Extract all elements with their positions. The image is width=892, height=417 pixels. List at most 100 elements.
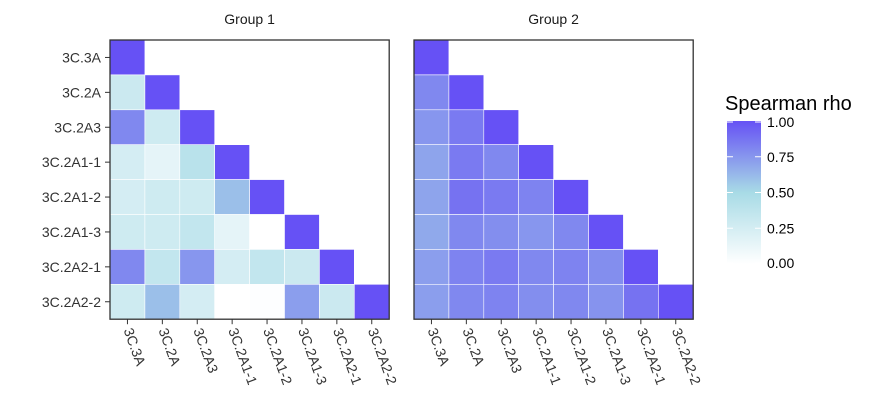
- heatmap-cell: [588, 249, 624, 285]
- heatmap-cell: [553, 214, 589, 250]
- heatmap-cell: [448, 249, 485, 285]
- heatmap-cell: [413, 109, 450, 146]
- y-tick-label: 3C.2A1-3: [42, 224, 101, 240]
- heatmap-cell: [588, 283, 624, 320]
- heatmap-cell: [483, 179, 519, 215]
- heatmap-cell: [413, 74, 450, 111]
- x-tick-label: 3C.2A1-1: [225, 326, 260, 387]
- x-tick-label: 3C.2A1-2: [564, 326, 599, 387]
- heatmap-cell: [413, 214, 450, 250]
- heatmap-cell: [284, 214, 320, 250]
- heatmap-cell: [109, 109, 146, 146]
- y-tick-label: 3C.2A2-2: [42, 294, 101, 310]
- heatmap-cell: [214, 144, 250, 180]
- heatmap-cell: [623, 249, 659, 285]
- heatmap-cell: [448, 74, 485, 111]
- heatmap-cell: [413, 249, 450, 285]
- x-tick-label: 3C.2A1-3: [599, 326, 634, 387]
- heatmap-cell: [144, 283, 181, 320]
- heatmap-cell: [413, 144, 450, 180]
- heatmap-cell: [448, 109, 485, 146]
- heatmap-cell: [109, 214, 146, 250]
- panel-2: Group 23C.3A 3C.2A 3C.2A3 3C.2A1-1 3C.2A1-2 3…: [413, 11, 704, 387]
- legend-label: 1.00: [767, 114, 794, 130]
- heatmap-cell: [214, 214, 250, 250]
- heatmap-cell: [657, 283, 694, 320]
- heatmap-cell: [109, 74, 146, 111]
- heatmap-cell: [483, 283, 519, 320]
- legend-title: Spearman rho: [725, 93, 852, 115]
- panel-1: Group 13C.3A 3C.2A 3C.2A3 3C.2A1-1 3C.2A1-2 3…: [109, 11, 400, 387]
- heatmap-cell: [623, 283, 659, 320]
- heatmap-cell: [588, 214, 624, 250]
- legend-label: 0.50: [767, 185, 794, 201]
- heatmap-cell: [144, 179, 181, 215]
- legend-label: 0.00: [767, 255, 794, 271]
- x-tick-label: 3C.2A3: [494, 326, 525, 376]
- heatmap-cell: [553, 179, 589, 215]
- x-tick-label: 3C.2A: [156, 326, 185, 369]
- legend-ticks: 1.00 0.75 0.50 0.25 0.00: [727, 114, 794, 271]
- legend-label: 0.25: [767, 220, 794, 236]
- heatmap-cell: [109, 283, 146, 320]
- x-tick-label: 3C.2A2-2: [669, 326, 704, 387]
- heatmap-cell: [179, 249, 216, 285]
- legend-label: 0.75: [767, 149, 794, 165]
- panel-border: [413, 39, 694, 320]
- heatmap-cell: [179, 109, 216, 146]
- y-tick-label: 3C.2A1-1: [42, 154, 101, 170]
- x-tick-label: 3C.3A: [121, 326, 150, 369]
- x-tick-label: 3C.2A: [460, 326, 489, 369]
- heatmap-cell: [319, 283, 355, 320]
- heatmap-cell: [144, 74, 181, 111]
- y-axis: 3C.3A 3C.2A 3C.2A3 3C.2A1-1 3C.2A1-2 3C.2A1-3…: [42, 49, 110, 310]
- heatmap-cell: [319, 249, 355, 285]
- x-tick-label: 3C.2A3: [190, 326, 221, 376]
- heatmap-cell: [413, 283, 450, 320]
- heatmap-cell: [249, 214, 285, 250]
- panel-title: Group 2: [528, 11, 579, 27]
- heatmap-cell: [483, 109, 519, 146]
- y-tick-label: 3C.2A: [62, 84, 102, 100]
- heatmap-cell: [109, 249, 146, 285]
- heatmap-cell: [448, 179, 485, 215]
- heatmap-cell: [179, 144, 216, 180]
- heatmap-cell: [518, 144, 554, 180]
- x-tick-label: 3C.2A2-1: [330, 326, 365, 387]
- heatmap-cell: [179, 214, 216, 250]
- heatmap-cell: [179, 283, 216, 320]
- heatmap-cell: [144, 214, 181, 250]
- heatmap-cell: [109, 144, 146, 180]
- x-tick-label: 3C.2A1-1: [529, 326, 564, 387]
- heatmap-cell: [448, 144, 485, 180]
- heatmap-cell: [483, 249, 519, 285]
- y-tick-label: 3C.2A1-2: [42, 189, 101, 205]
- x-tick-label: 3C.2A2-2: [365, 326, 400, 387]
- heatmap-panels: Group 13C.3A 3C.2A 3C.2A3 3C.2A1-1 3C.2A1-2 3…: [109, 11, 704, 387]
- heatmap-cell: [518, 214, 554, 250]
- heatmap-cell: [214, 249, 250, 285]
- x-tick-label: 3C.2A2-1: [634, 326, 669, 387]
- y-tick-label: 3C.3A: [62, 49, 102, 65]
- heatmap-cell: [144, 109, 181, 146]
- heatmap-cell: [144, 144, 181, 180]
- panel-title: Group 1: [224, 11, 275, 27]
- heatmap-cell: [214, 179, 250, 215]
- heatmap-cell: [448, 283, 485, 320]
- heatmap-cell: [553, 249, 589, 285]
- y-tick-label: 3C.2A2-1: [42, 259, 101, 275]
- heatmap-cell: [518, 283, 554, 320]
- panel-border: [109, 39, 390, 320]
- heatmap-cell: [483, 214, 519, 250]
- heatmap-cell: [109, 39, 146, 76]
- heatmap-cell: [413, 179, 450, 215]
- heatmap-cell: [284, 249, 320, 285]
- heatmap-cell: [483, 144, 519, 180]
- heatmap-cell: [413, 39, 450, 76]
- heatmap-cell: [109, 179, 146, 215]
- heatmap-cell: [353, 283, 390, 320]
- heatmap-cell: [518, 249, 554, 285]
- x-tick-label: 3C.2A1-3: [295, 326, 330, 387]
- heatmap-cell: [214, 283, 250, 320]
